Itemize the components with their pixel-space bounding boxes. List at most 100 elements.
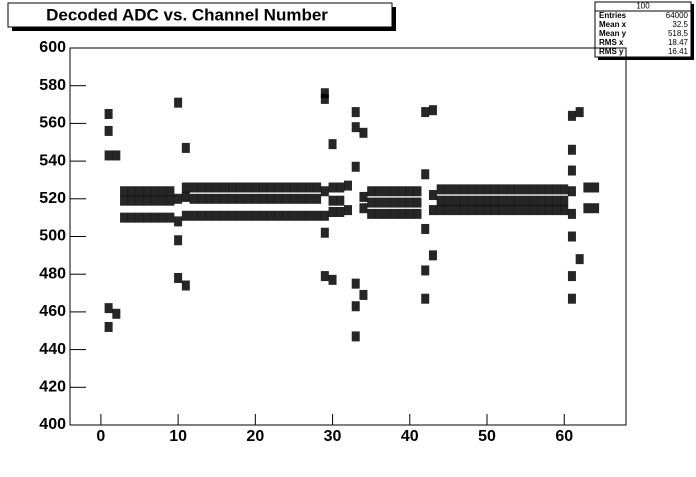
point — [552, 184, 561, 195]
point — [320, 88, 329, 99]
point — [181, 191, 190, 202]
point — [228, 182, 237, 193]
point — [490, 205, 499, 216]
y-tick-label: 400 — [39, 416, 66, 433]
point — [421, 265, 430, 276]
point — [567, 271, 576, 282]
point — [158, 186, 167, 197]
stats-value: 32.5 — [672, 20, 688, 29]
point — [374, 208, 383, 219]
point — [328, 195, 337, 206]
point — [205, 182, 213, 193]
y-tick-label: 420 — [39, 379, 66, 396]
point — [336, 206, 345, 217]
point — [174, 216, 183, 227]
point — [251, 210, 260, 221]
point — [475, 205, 484, 216]
point — [205, 193, 213, 204]
point — [413, 208, 422, 219]
point — [289, 210, 298, 221]
point — [320, 271, 329, 282]
point — [351, 278, 360, 289]
point — [490, 184, 499, 195]
point — [475, 184, 484, 195]
chart-title: Decoded ADC vs. Channel Number — [46, 5, 328, 24]
point — [506, 195, 515, 206]
point — [583, 182, 592, 193]
point — [544, 195, 553, 206]
point — [181, 210, 190, 221]
point — [289, 193, 298, 204]
point — [158, 195, 167, 206]
point — [305, 182, 314, 193]
point — [336, 182, 345, 193]
point — [544, 184, 553, 195]
point — [529, 205, 538, 216]
point — [405, 186, 414, 197]
point — [405, 208, 414, 219]
point — [320, 210, 329, 221]
point — [181, 182, 190, 193]
point — [583, 203, 592, 214]
point — [305, 193, 314, 204]
y-tick-label: 580 — [39, 77, 66, 94]
point — [398, 208, 407, 219]
point — [181, 142, 190, 153]
point — [444, 205, 453, 216]
point — [452, 205, 461, 216]
point — [166, 212, 175, 223]
point — [436, 184, 445, 195]
point — [560, 184, 569, 195]
point — [428, 105, 437, 116]
stats-value: 518.5 — [668, 29, 689, 38]
point — [351, 161, 360, 172]
point — [150, 186, 159, 197]
stats-value: 64000 — [666, 11, 689, 20]
point — [529, 195, 538, 206]
point — [575, 254, 584, 265]
point — [567, 186, 576, 197]
point — [591, 182, 600, 193]
point — [537, 184, 546, 195]
point — [150, 212, 159, 223]
point — [567, 293, 576, 304]
point — [483, 195, 491, 206]
point — [513, 195, 522, 206]
point — [444, 195, 453, 206]
point — [189, 210, 198, 221]
y-tick-label: 500 — [39, 228, 66, 245]
point — [127, 186, 136, 197]
point — [104, 125, 113, 136]
point — [567, 165, 576, 176]
point — [537, 195, 546, 206]
point — [398, 186, 407, 197]
point — [282, 182, 291, 193]
y-tick-label: 520 — [39, 190, 66, 207]
point — [174, 97, 183, 108]
point — [197, 210, 206, 221]
y-tick-label: 480 — [39, 265, 66, 282]
point — [282, 210, 291, 221]
stats-label: RMS y — [599, 47, 624, 56]
point — [243, 193, 252, 204]
point — [289, 182, 298, 193]
point — [251, 193, 260, 204]
point — [104, 108, 113, 119]
point — [297, 182, 306, 193]
point — [120, 212, 129, 223]
point — [475, 195, 484, 206]
point — [120, 186, 129, 197]
point — [313, 210, 322, 221]
point — [459, 205, 468, 216]
point — [328, 182, 337, 193]
point — [197, 193, 206, 204]
point — [367, 197, 376, 208]
point — [235, 182, 244, 193]
point — [390, 186, 399, 197]
point — [552, 205, 561, 216]
point — [490, 195, 499, 206]
point — [243, 182, 252, 193]
point — [560, 205, 569, 216]
point — [374, 186, 383, 197]
